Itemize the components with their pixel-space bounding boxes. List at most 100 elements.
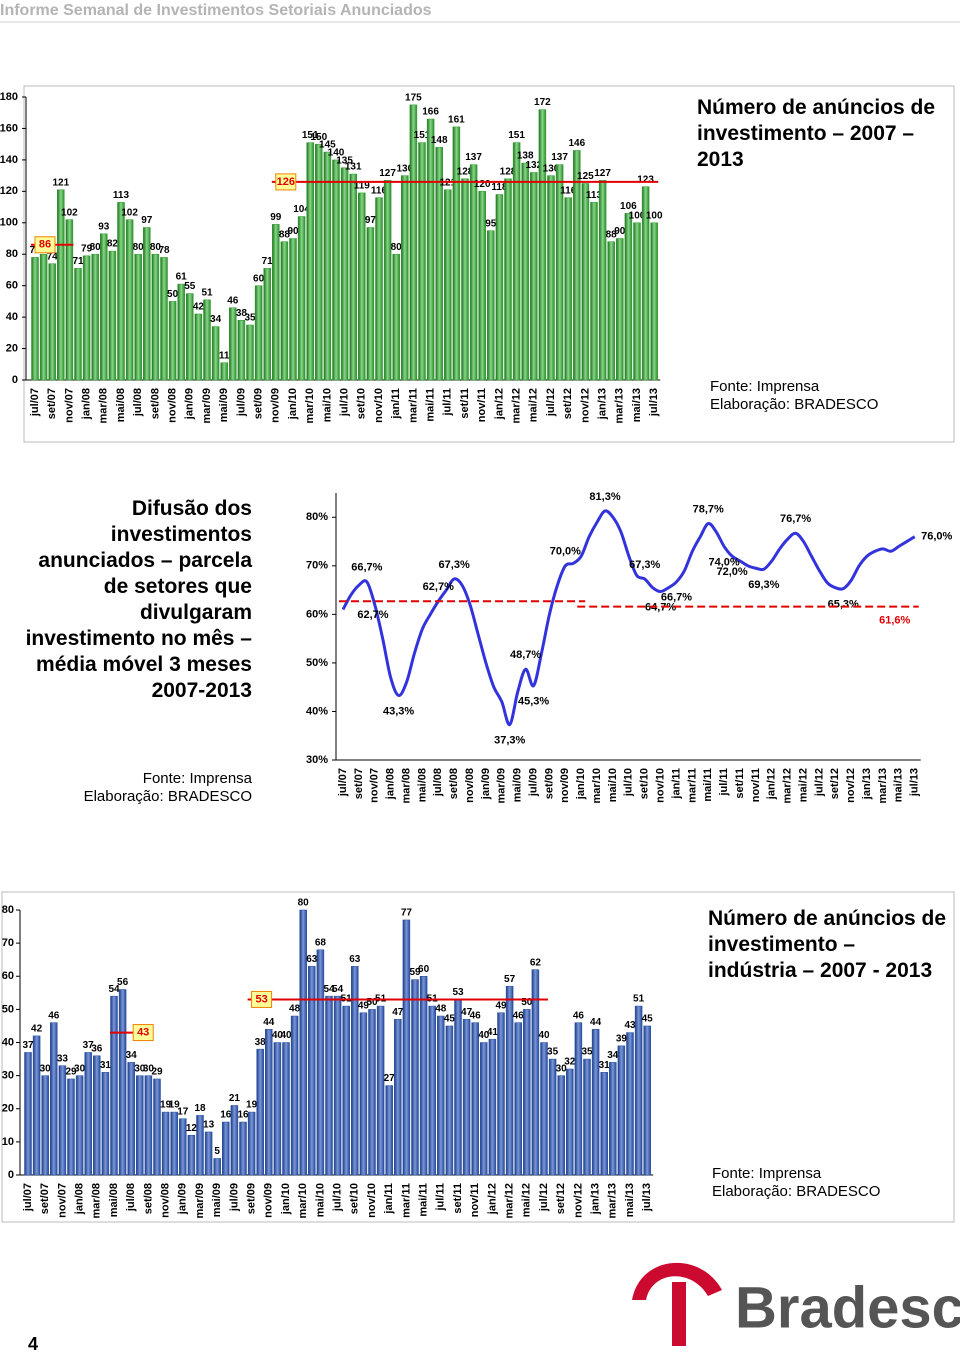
bar-label: 21 <box>229 1093 241 1104</box>
bar <box>512 142 521 381</box>
x-tick-label: mai/13 <box>631 388 643 422</box>
data-label: 66,7% <box>351 562 382 574</box>
bar-label: 30 <box>40 1063 52 1074</box>
bar <box>230 1105 239 1176</box>
x-tick-label: nov/11 <box>476 388 488 422</box>
bar-label: 50 <box>167 289 179 300</box>
bar <box>118 989 127 1176</box>
bar <box>633 222 641 381</box>
x-tick-label: mar/08 <box>98 388 110 423</box>
bar <box>368 1009 376 1176</box>
bar <box>65 219 74 381</box>
bar-label: 116 <box>560 185 577 196</box>
bar <box>237 320 246 381</box>
bar-label: 166 <box>422 107 439 118</box>
y-tick-label: 20 <box>6 342 18 354</box>
x-tick-label: set/10 <box>349 1183 361 1214</box>
bar-label: 41 <box>487 1027 499 1038</box>
bar-label: 79 <box>81 243 93 254</box>
bar <box>488 1038 497 1176</box>
bar <box>229 307 237 381</box>
bar-label: 49 <box>358 1000 370 1011</box>
bar <box>82 255 91 381</box>
bar-label: 71 <box>262 256 274 267</box>
logo-arc <box>632 1262 722 1300</box>
bar <box>194 313 203 381</box>
bar-label: 30 <box>134 1063 146 1074</box>
bar <box>84 1052 92 1176</box>
bar <box>437 1015 445 1176</box>
x-tick-label: set/08 <box>142 1183 154 1214</box>
bar-label: 121 <box>52 177 69 188</box>
y-tick-label: 80% <box>306 511 328 523</box>
bar <box>247 1111 256 1176</box>
bar-label: 34 <box>126 1050 138 1061</box>
bar-label: 30 <box>143 1063 155 1074</box>
bar-label: 138 <box>517 151 534 162</box>
data-label: 37,3% <box>494 734 525 746</box>
x-tick-label: mai/11 <box>425 388 437 422</box>
bar <box>177 283 185 381</box>
bar-label: 74 <box>47 251 59 262</box>
bar <box>616 238 624 381</box>
x-tick-label: mar/09 <box>496 768 508 803</box>
bar <box>478 191 486 381</box>
bar-label: 29 <box>65 1067 77 1078</box>
y-tick-label: 40 <box>2 1036 14 1048</box>
x-tick-label: mar/10 <box>297 1183 309 1218</box>
bar-label: 97 <box>141 215 153 226</box>
bar <box>272 224 280 381</box>
x-tick-label: mai/10 <box>607 768 619 802</box>
data-label: 81,3% <box>589 491 620 503</box>
reference-label: 53 <box>255 993 267 1005</box>
bar-label: 43 <box>624 1020 636 1031</box>
bar-label: 80 <box>391 242 403 253</box>
bar-label: 54 <box>323 984 335 995</box>
bar-label: 63 <box>349 954 361 965</box>
data-label: 45,3% <box>518 696 549 708</box>
bar <box>101 1072 110 1176</box>
bar-label: 120 <box>474 179 491 190</box>
x-tick-label: nov/08 <box>160 1183 172 1218</box>
y-tick-label: 0 <box>12 374 18 386</box>
bar <box>179 1118 187 1176</box>
bar <box>358 192 366 381</box>
y-tick-label: 140 <box>0 154 18 166</box>
bar-label: 47 <box>392 1007 404 1018</box>
x-tick-label: jul/13 <box>641 1183 653 1212</box>
bar <box>385 1085 393 1176</box>
x-tick-label: jul/13 <box>909 768 921 797</box>
x-tick-label: jan/08 <box>74 1183 86 1215</box>
bar-label: 100 <box>629 210 646 221</box>
y-tick-label: 0 <box>8 1169 14 1181</box>
bar-label: 88 <box>606 229 618 240</box>
data-label: 64,7% <box>645 601 676 613</box>
bar <box>634 1005 643 1176</box>
bar-label: 45 <box>642 1014 654 1025</box>
y-tick-label: 70 <box>2 937 14 949</box>
y-tick-label: 50 <box>2 1003 14 1015</box>
bar-label: 137 <box>551 152 568 163</box>
bar-label: 128 <box>457 166 474 177</box>
bar-label: 148 <box>431 135 448 146</box>
bar-label: 60 <box>253 273 265 284</box>
x-tick-label: set/10 <box>639 768 651 799</box>
y-tick-label: 70% <box>306 560 328 572</box>
x-tick-label: mai/08 <box>115 388 127 422</box>
bar-label: 27 <box>384 1073 396 1084</box>
bar <box>325 995 333 1176</box>
x-tick-label: jul/07 <box>29 388 41 417</box>
bar <box>530 172 538 381</box>
bar <box>497 1012 505 1176</box>
bar <box>426 118 435 381</box>
chart-frame <box>23 85 955 443</box>
reference-box <box>275 173 297 191</box>
bar <box>366 227 375 381</box>
brand: Bradesco <box>735 1275 960 1340</box>
x-tick-label: mar/13 <box>877 768 889 803</box>
y-tick-label: 180 <box>0 91 18 103</box>
x-tick-label: jul/10 <box>623 768 635 797</box>
x-tick-label: set/08 <box>448 768 460 799</box>
data-label: 66,7% <box>661 592 692 604</box>
bar-label: 161 <box>448 115 465 126</box>
